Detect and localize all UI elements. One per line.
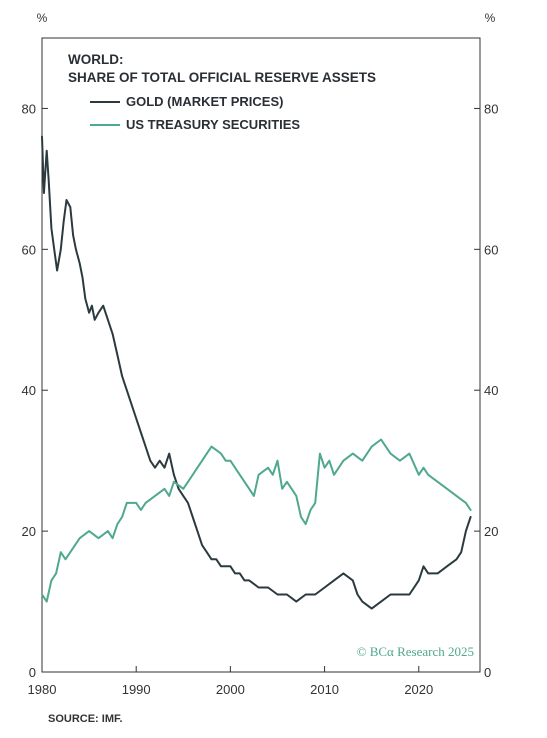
y-tick-label-left: 20 [22,524,36,539]
y-tick-label-left: 60 [22,242,36,257]
legend-label-treasury: US TREASURY SECURITIES [126,117,300,132]
y-tick-label-left: 0 [29,665,36,680]
y-tick-label-right: 40 [484,383,498,398]
series-line-gold [41,135,472,610]
y-tick-label-right: 0 [484,665,491,680]
y-tick-label-right: 20 [484,524,498,539]
x-axis-ticks: 1980 1990 2000 2010 2020 [28,666,433,697]
x-tick-label: 1990 [122,682,151,697]
y-tick-label-left: 40 [22,383,36,398]
chart-subtitle: SHARE OF TOTAL OFFICIAL RESERVE ASSETS [68,70,376,85]
x-tick-label: 2000 [216,682,245,697]
chart-title: WORLD: [68,52,123,67]
credit-text: © BCα Research 2025 [357,644,474,659]
plot-frame [41,37,481,673]
legend-label-gold: GOLD (MARKET PRICES) [126,94,283,109]
source-note: SOURCE: IMF. [48,713,123,725]
right-unit-label: % [485,11,496,25]
y-axis-ticks: 0 20 40 60 80 0 20 40 60 80 [22,101,499,680]
y-tick-label-left: 80 [22,101,36,116]
legend: GOLD (MARKET PRICES) US TREASURY SECURIT… [90,94,300,132]
left-unit-label: % [37,11,48,25]
x-tick-label: 2010 [310,682,339,697]
x-tick-label: 2020 [404,682,433,697]
series-layer [41,135,472,610]
y-tick-label-right: 60 [484,242,498,257]
series-line-treasury [41,438,472,603]
x-tick-label: 1980 [28,682,57,697]
y-tick-label-right: 80 [484,101,498,116]
